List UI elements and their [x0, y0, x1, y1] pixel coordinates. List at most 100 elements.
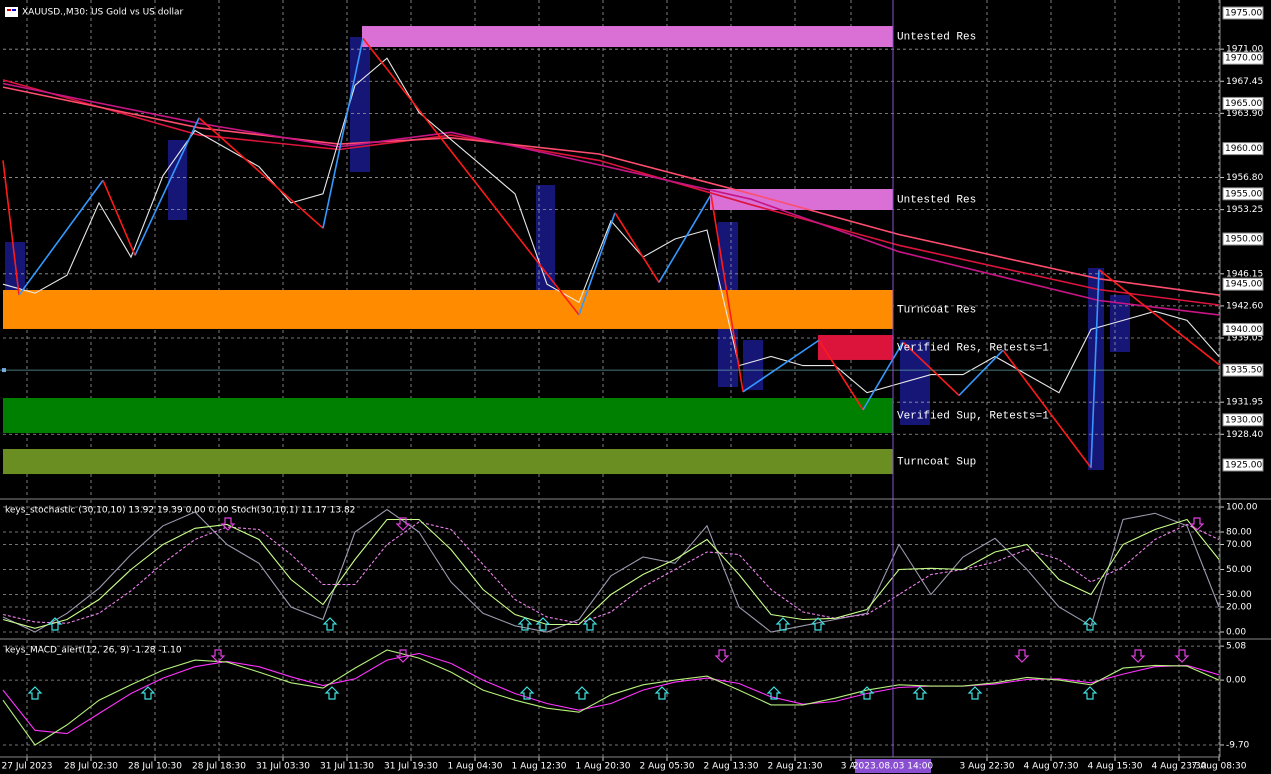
cursor-time-label: 2023.08.03 14:00	[853, 762, 934, 772]
series-line	[2, 79, 1220, 306]
zigzag-segment	[614, 212, 660, 283]
icon	[7, 9, 11, 11]
alert-arrow	[519, 686, 535, 700]
alert-arrow	[395, 649, 411, 663]
series-layer	[2, 37, 1220, 746]
x-tick-label: 31 Jul 19:30	[384, 762, 438, 772]
alert-arrow	[775, 617, 791, 631]
x-tick-label: 1 Aug 20:30	[576, 762, 631, 772]
level-box	[1222, 142, 1264, 156]
level-label: 1930.00	[1225, 415, 1262, 425]
y-tick-label: 1939.05	[1226, 333, 1263, 343]
zone	[818, 335, 893, 360]
zigzag-segment	[134, 117, 200, 256]
y-tick-label: 1942.60	[1226, 301, 1263, 311]
y-tick-label: 100.00	[1226, 503, 1258, 513]
alert-arrow	[714, 649, 730, 663]
alert-arrow	[654, 686, 670, 700]
zigzag-segment	[322, 38, 364, 229]
zigzag-segment	[902, 341, 960, 396]
zone	[3, 398, 893, 434]
series-line	[2, 518, 1220, 629]
alert-arrow	[27, 686, 43, 700]
box	[743, 340, 763, 390]
alert-arrow	[810, 617, 826, 631]
alert-arrow	[47, 617, 63, 631]
zigzag-segment	[958, 349, 1004, 396]
y-tick-label: 50.00	[1226, 565, 1252, 575]
level-box	[1222, 363, 1264, 377]
x-tick-label: 4 Aug 07:30	[1024, 762, 1079, 772]
level-label: 1955.00	[1225, 189, 1262, 199]
level-box	[1222, 51, 1264, 65]
box	[1088, 268, 1104, 470]
zone-label: Untested Res	[897, 31, 976, 43]
level-label: 1945.00	[1225, 280, 1262, 290]
alert-arrow	[574, 686, 590, 700]
alert-arrow	[1189, 517, 1205, 531]
panel-title: XAUUSD.,M30: US Gold vs US dollar	[22, 8, 183, 18]
level-label: 1950.00	[1225, 235, 1262, 245]
y-tick-label: 5.08	[1226, 642, 1246, 652]
level-box	[1222, 458, 1264, 472]
alert-arrow	[1014, 649, 1030, 663]
y-tick-label: 1953.25	[1226, 205, 1263, 215]
icon	[5, 7, 18, 17]
y-tick-label: 0.00	[1226, 628, 1246, 638]
cursor-time-box	[855, 759, 931, 773]
y-tick-label: 1931.95	[1226, 398, 1263, 408]
series-line	[2, 521, 1220, 624]
alert-arrow	[1174, 649, 1190, 663]
alert-arrow	[967, 686, 983, 700]
y-tick-label: 1963.90	[1226, 109, 1263, 119]
box	[168, 140, 187, 220]
alert-arrow	[140, 686, 156, 700]
panel-title: keys_MACD_alert(12, 26, 9) -1.28 -1.10	[5, 646, 182, 656]
alert-arrow	[322, 617, 338, 631]
x-tick-label: 27 Jul 2023	[2, 762, 53, 772]
zigzag-segment	[578, 212, 616, 316]
zone-layer	[3, 26, 893, 475]
box	[5, 242, 25, 302]
x-tick-label: 28 Jul 10:30	[128, 762, 182, 772]
level-label: 1940.00	[1225, 325, 1262, 335]
zigzag-segment	[102, 179, 136, 256]
alert-arrow	[517, 617, 533, 631]
level-box	[1222, 187, 1264, 201]
zigzag-segment	[198, 117, 324, 229]
x-tick-label: 28 Jul 18:30	[192, 762, 246, 772]
zone	[3, 289, 893, 329]
level-label: 1975.00	[1225, 9, 1262, 19]
y-tick-label: 1956.80	[1226, 173, 1263, 183]
level-box	[1222, 413, 1264, 427]
level-label: 1935.50	[1225, 366, 1262, 376]
series-line	[2, 649, 1220, 746]
zone-label: Verified Sup, Retests=1	[897, 410, 1049, 422]
x-tick-label: 3 Au	[841, 762, 861, 772]
alert-arrow	[535, 617, 551, 631]
zigzag-segment	[1090, 269, 1100, 468]
alert-arrow	[220, 517, 236, 531]
alert-arrow	[859, 686, 875, 700]
zigzag-segment	[362, 37, 580, 316]
y-tick-label: 20.00	[1226, 603, 1252, 613]
y-tick-label: 1971.00	[1226, 45, 1263, 55]
zone	[710, 189, 893, 210]
x-tick-label: 7 Aug 08:30	[1192, 762, 1247, 772]
x-tick-label: 1 Aug 04:30	[448, 762, 503, 772]
x-tick-label: 2 Aug 13:30	[704, 762, 759, 772]
level-box	[1222, 96, 1264, 110]
zone-label: Turncoat Sup	[897, 456, 976, 468]
box	[536, 185, 555, 297]
x-tick-label: 4 Aug 15:30	[1088, 762, 1143, 772]
series-line	[2, 82, 1220, 316]
panel-title: keys_stochastic (30,10,10) 13.92 19.39 0…	[5, 506, 355, 516]
alert-arrow	[766, 686, 782, 700]
zone-label: Untested Res	[897, 194, 976, 206]
alert-arrow	[210, 649, 226, 663]
zigzag-segment	[658, 194, 712, 283]
